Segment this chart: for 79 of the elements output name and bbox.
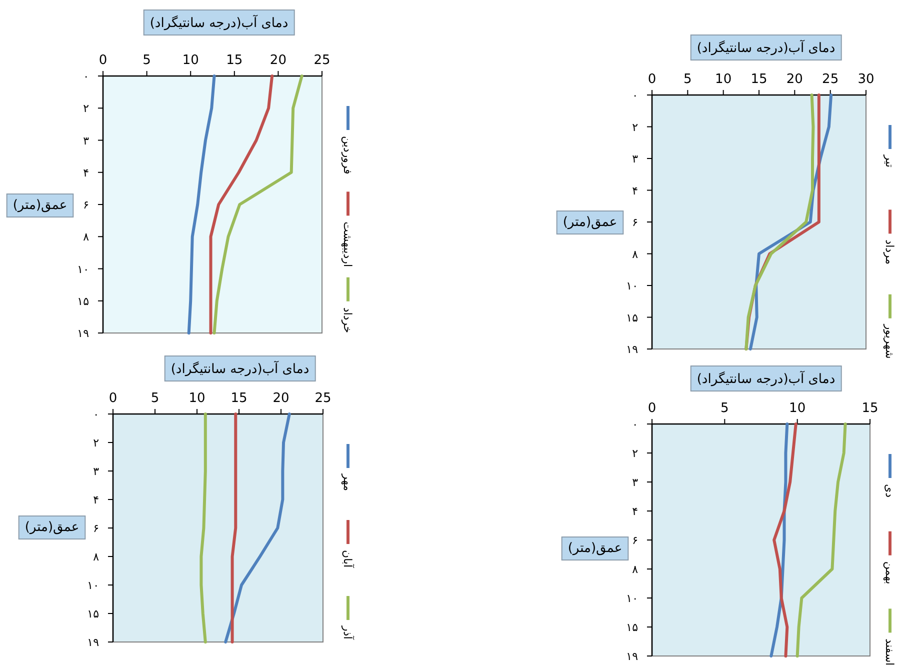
x-tick-label: 0	[108, 391, 118, 406]
x-tick-label: 25	[314, 391, 332, 406]
x-tick-label: 20	[272, 391, 290, 406]
y-tick-label: ۱۵	[77, 294, 90, 308]
legend-label: شهریور	[883, 323, 896, 359]
y-tick-label: ۳	[632, 152, 638, 166]
y-tick-label: ۱۵	[626, 621, 638, 634]
x-tick-label: 30	[858, 72, 874, 87]
y-tick-label: ۴	[93, 494, 100, 506]
x-axis-title: دمای آب(درجه سانتیگراد)	[170, 360, 310, 377]
y-tick-label: ۱۰	[626, 592, 638, 605]
y-axis-title: عمق(متر)	[562, 215, 618, 230]
y-tick-label: ۲	[83, 102, 90, 116]
x-tick-label: 15	[750, 72, 768, 87]
legend-label: آبان	[341, 550, 355, 568]
y-tick-label: ۲	[632, 120, 638, 134]
y-tick-label: ۶	[93, 522, 99, 535]
x-tick-label: 0	[98, 53, 108, 68]
legend-label: فروردین	[341, 136, 354, 174]
y-tick-label: ۴	[83, 166, 90, 180]
y-axis-title: عمق(متر)	[12, 198, 68, 213]
y-tick-label: ۱۹	[626, 343, 638, 356]
y-tick-label: ۰	[632, 418, 638, 431]
x-axis-title: دمای آب(درجه سانتیگراد)	[150, 14, 288, 31]
x-tick-label: 5	[150, 391, 160, 406]
y-tick-label: ۶	[83, 198, 89, 212]
x-tick-label: 0	[648, 72, 656, 87]
x-tick-label: 10	[715, 72, 732, 87]
x-tick-label: 25	[314, 53, 330, 68]
y-tick-label: ۲	[93, 436, 100, 450]
x-axis-title: دمای آب(درجه سانتیگراد)	[696, 39, 836, 56]
x-tick-label: 25	[822, 72, 839, 87]
x-tick-label: 15	[230, 391, 248, 406]
y-tick-label: ۳	[83, 134, 90, 148]
legend-label: مهر	[341, 473, 354, 492]
y-tick-label: ۶	[632, 216, 638, 229]
y-tick-label: ۱۹	[626, 650, 638, 663]
y-tick-label: ۳	[632, 476, 638, 489]
y-tick-label: ۰	[632, 89, 638, 102]
y-tick-label: ۰	[93, 408, 99, 421]
y-tick-label: ۸	[632, 248, 638, 261]
legend-label: دی	[883, 484, 896, 498]
y-tick-label: ۱۵	[626, 311, 638, 324]
y-tick-label: ۱۰	[626, 280, 638, 292]
legend-label: مرداد	[883, 240, 896, 265]
x-tick-label: 10	[182, 53, 199, 68]
y-tick-label: ۴	[632, 184, 638, 198]
x-tick-label: 20	[786, 72, 803, 87]
y-tick-label: ۶	[632, 534, 638, 547]
y-tick-label: ۴	[632, 505, 638, 518]
y-tick-label: ۸	[83, 230, 90, 244]
x-axis-title: دمای آب(درجه سانتیگراد)	[696, 370, 836, 387]
y-tick-label: ۱۰	[77, 262, 89, 276]
y-tick-label: ۱۰	[87, 579, 99, 592]
legend-label: تیر	[883, 154, 896, 168]
y-axis-title: عمق(متر)	[568, 541, 622, 556]
y-tick-label: ۸	[93, 550, 100, 564]
x-tick-label: 5	[684, 72, 692, 87]
x-tick-label: 15	[862, 401, 878, 416]
y-tick-label: ۱۵	[87, 608, 100, 620]
x-tick-label: 10	[188, 391, 206, 406]
x-tick-label: 0	[648, 401, 656, 416]
legend-label: آذر	[341, 625, 355, 640]
legend-label: اسفند	[883, 638, 896, 666]
y-tick-label: ۸	[632, 563, 638, 576]
x-tick-label: 20	[270, 53, 286, 68]
y-tick-label: ۱۹	[77, 327, 90, 340]
y-tick-label: ۰	[83, 70, 89, 83]
y-tick-label: ۲	[632, 447, 638, 460]
legend-label: اردیبهشت	[341, 222, 354, 268]
x-tick-label: 15	[226, 53, 243, 68]
x-tick-label: 5	[142, 53, 151, 68]
legend-label: بهمن	[883, 561, 896, 584]
y-tick-label: ۱۹	[87, 636, 100, 649]
legend-label: خرداد	[341, 307, 354, 334]
y-axis-title: عمق(متر)	[24, 520, 80, 535]
y-tick-label: ۳	[93, 465, 100, 478]
x-tick-label: 10	[789, 401, 806, 416]
x-tick-label: 5	[720, 401, 729, 416]
